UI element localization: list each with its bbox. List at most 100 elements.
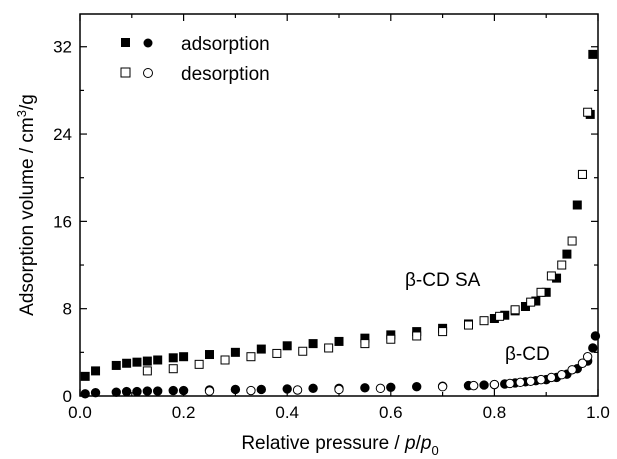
legend-marker-circle-filled: [143, 38, 153, 48]
data-point-square: [577, 169, 587, 179]
data-point-square: [132, 357, 142, 367]
data-point-circle: [142, 386, 153, 396]
y-axis-title-tail: /g: [17, 94, 38, 110]
data-point-square: [360, 339, 370, 349]
data-point-square: [386, 334, 396, 344]
data-point-circle: [121, 386, 132, 397]
data-point-square: [272, 348, 282, 358]
data-point-circle: [360, 383, 370, 393]
data-point-square: [583, 107, 593, 117]
data-point-circle: [536, 374, 546, 385]
y-tick-label: 32: [53, 38, 72, 57]
series-3: [204, 352, 593, 396]
data-point-square: [122, 358, 132, 368]
data-point-square: [562, 249, 572, 259]
data-point-square: [324, 343, 334, 353]
y-axis-title-sup: 3: [14, 110, 29, 117]
data-point-circle: [437, 382, 448, 392]
data-point-square: [495, 311, 505, 321]
data-point-circle: [546, 372, 557, 383]
data-point-square: [205, 350, 214, 360]
data-point-square: [334, 336, 344, 346]
data-point-square: [80, 371, 90, 381]
data-point-circle: [515, 377, 525, 388]
data-point-square: [526, 297, 536, 307]
data-point-square: [588, 49, 598, 59]
data-point-circle: [80, 389, 90, 399]
y-axis-title-main: Adsorption volume / cm: [17, 117, 38, 316]
data-point-square: [298, 346, 308, 356]
x-tick-label: 0.2: [172, 403, 196, 422]
data-point-square: [567, 236, 577, 246]
y-axis-title: Adsorption volume / cm3/g: [14, 94, 38, 316]
data-point-square: [536, 287, 546, 297]
data-point-circle: [588, 343, 598, 353]
data-point-square: [546, 271, 556, 281]
data-point-circle: [489, 379, 500, 390]
data-point-circle: [479, 380, 489, 390]
data-point-square: [153, 355, 163, 365]
data-point-square: [572, 200, 582, 210]
data-point-circle: [153, 386, 163, 396]
data-point-circle: [246, 385, 256, 396]
x-axis-title-sub: 0: [431, 443, 438, 458]
data-point-square: [91, 366, 101, 376]
x-tick-label: 1.0: [586, 403, 610, 422]
axis-ticks: 0.0 0.2 0.4 0.6 0.8 1.0 0 8 16 24 32: [53, 14, 610, 422]
data-point-circle: [567, 365, 577, 375]
y-tick-label: 16: [53, 212, 72, 231]
series-0: [80, 49, 598, 381]
data-point-circle: [292, 385, 303, 395]
y-tick-label: 8: [63, 300, 72, 319]
data-point-square: [246, 352, 256, 362]
legend: adsorption desorption: [120, 34, 270, 85]
x-axis-title-main: Relative pressure /: [241, 433, 405, 454]
data-point-square: [510, 305, 520, 315]
data-point-circle: [557, 370, 567, 380]
legend-marker-square-open: [120, 67, 131, 78]
data-point-square: [438, 327, 448, 337]
y-tick-label: 24: [53, 125, 72, 144]
data-point-circle: [168, 385, 178, 396]
data-point-square: [168, 364, 178, 374]
data-point-circle: [525, 376, 536, 386]
data-point-circle: [282, 384, 292, 394]
data-point-circle: [412, 382, 422, 392]
legend-label-adsorption: adsorption: [181, 34, 270, 55]
x-tick-label: 0.8: [483, 403, 507, 422]
data-point-circle: [204, 386, 215, 396]
x-axis-title-slash: /: [416, 433, 422, 454]
x-axis-title-p0: p: [420, 433, 432, 454]
data-point-square: [464, 320, 473, 330]
data-point-circle: [334, 384, 344, 395]
data-point-square: [179, 352, 189, 362]
legend-marker-square-filled: [121, 38, 130, 47]
plot-frame: [79, 13, 599, 397]
data-point-circle: [111, 387, 121, 397]
data-point-circle: [505, 378, 515, 389]
data-point-circle: [577, 358, 588, 368]
data-point-circle: [178, 385, 189, 396]
data-point-square: [412, 331, 422, 341]
data-point-circle: [132, 386, 142, 397]
annotation-beta-cd-sa: β-CD SA: [405, 270, 481, 291]
data-point-circle: [375, 383, 386, 394]
x-tick-label: 0.6: [379, 403, 403, 422]
data-point-circle: [256, 384, 266, 395]
y-tick-label: 0: [63, 387, 72, 406]
data-point-square: [220, 355, 230, 365]
data-point-square: [557, 260, 567, 270]
data-point-circle: [468, 380, 479, 391]
x-tick-label: 0.0: [68, 403, 92, 422]
data-point-circle: [308, 383, 318, 394]
series-1: [142, 107, 593, 376]
legend-marker-circle-open: [143, 68, 153, 78]
data-point-square: [479, 316, 489, 326]
annotation-beta-cd: β-CD: [505, 344, 550, 365]
data-point-circle: [230, 384, 241, 395]
data-point-circle: [582, 352, 593, 362]
data-point-square: [282, 341, 292, 351]
data-point-square: [256, 344, 266, 354]
data-point-square: [194, 359, 204, 369]
